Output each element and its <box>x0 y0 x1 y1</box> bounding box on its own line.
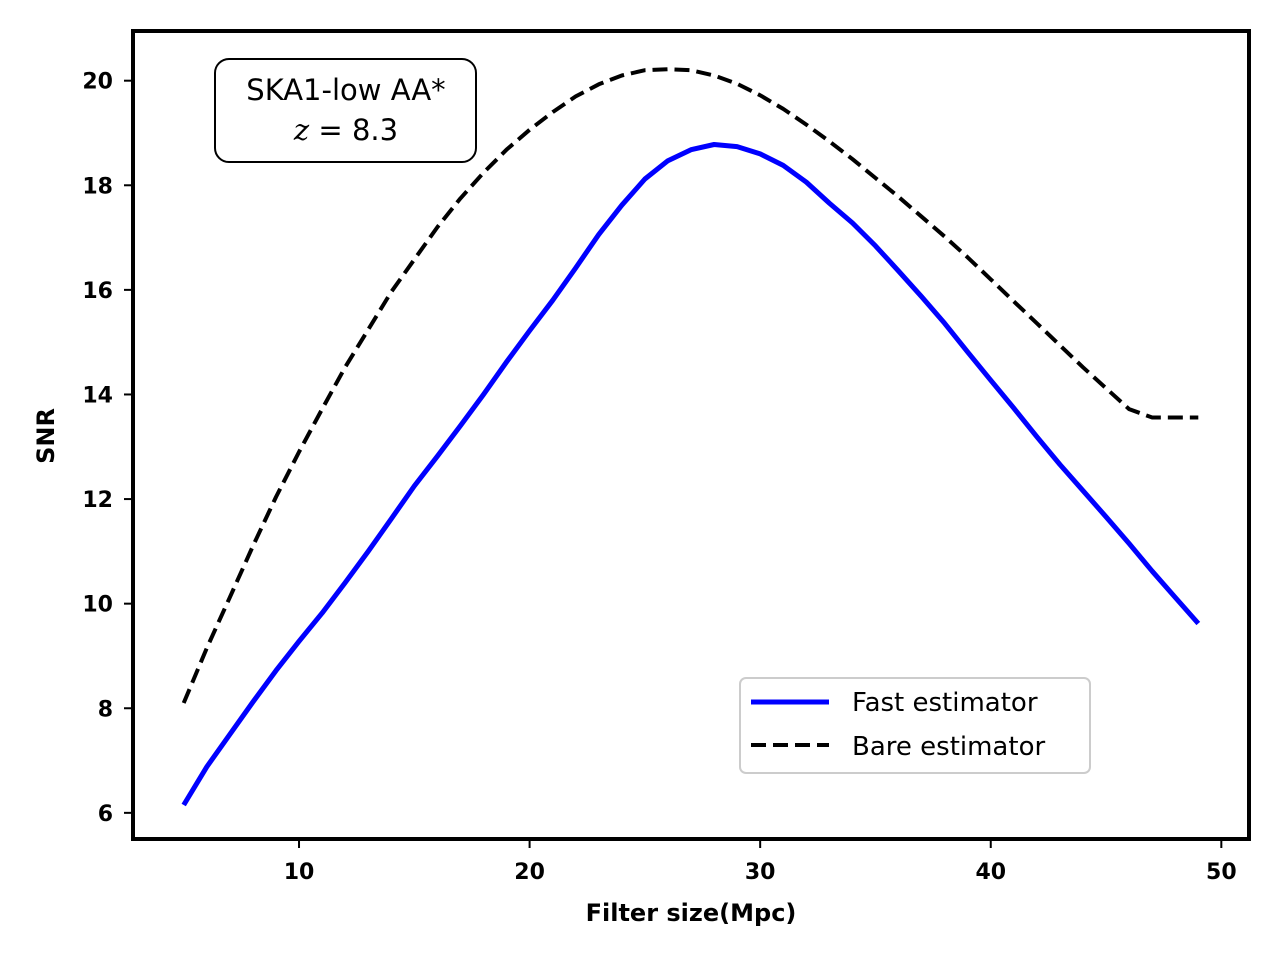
y-tick-label-14: 14 <box>82 383 113 408</box>
annotation-frame <box>214 58 477 163</box>
legend-label-bare: Bare estimator <box>852 732 1045 762</box>
y-tick-label-12: 12 <box>82 488 113 513</box>
series-lines <box>181 67 1201 807</box>
annotation-box: SKA1-low AA* z = 8.3 <box>214 58 477 163</box>
y-tick-label-16: 16 <box>82 279 113 304</box>
series-line-fast-estimator <box>181 142 1201 807</box>
legend-label-fast: Fast estimator <box>852 688 1038 718</box>
plot-frame <box>131 29 1251 841</box>
y-tick-label-20: 20 <box>82 70 113 95</box>
x-tick-label-30: 30 <box>745 860 776 885</box>
y-tick-label-10: 10 <box>82 593 113 618</box>
axis-ticks: 10 20 30 40 50 6 8 10 12 14 16 18 20 <box>82 70 1236 885</box>
series-line-bare-estimator <box>181 67 1199 704</box>
legend: Fast estimator Bare estimator <box>739 677 1091 774</box>
x-tick-label-20: 20 <box>514 860 545 885</box>
x-tick-label-10: 10 <box>284 860 315 885</box>
y-tick-label-8: 8 <box>98 697 113 722</box>
y-tick-label-18: 18 <box>82 174 113 199</box>
x-axis-label: Filter size(Mpc) <box>586 899 797 927</box>
y-axis-label: SNR <box>32 408 60 464</box>
annotation-value: = 8.3 <box>309 113 398 147</box>
y-tick-label-6: 6 <box>98 802 113 827</box>
x-tick-label-50: 50 <box>1206 860 1237 885</box>
annotation-line-1: SKA1-low AA* <box>246 73 445 107</box>
annotation-line-2: z = 8.3 <box>293 113 398 147</box>
x-tick-label-40: 40 <box>975 860 1006 885</box>
annotation-variable: z <box>293 113 310 147</box>
